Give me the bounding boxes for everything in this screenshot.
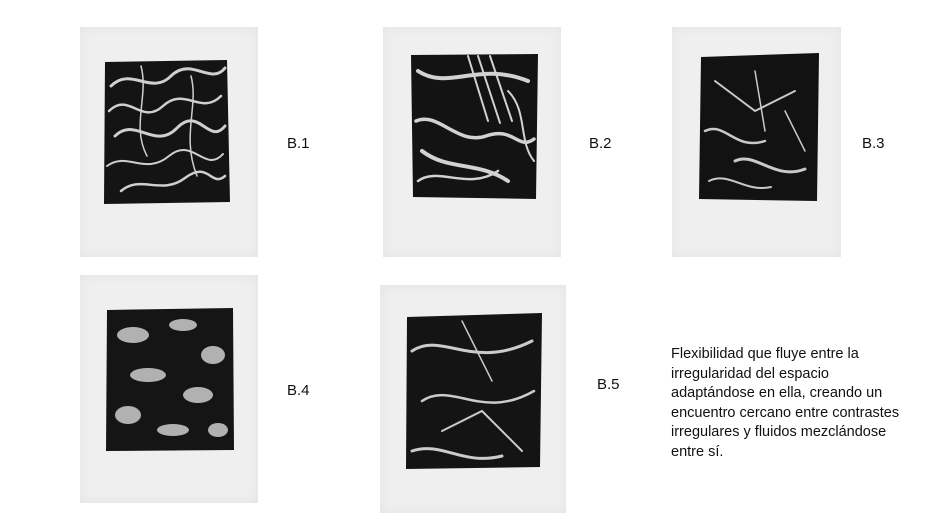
paper-sheet-b3 — [672, 27, 841, 257]
monotype-print-b3 — [699, 53, 819, 201]
paper-sheet-b2 — [383, 27, 561, 257]
plate-label-b3: B.3 — [862, 135, 885, 152]
plate-label-b4: B.4 — [287, 382, 310, 399]
monotype-print-b2 — [411, 54, 538, 199]
monotype-print-b5 — [406, 313, 542, 469]
plate-label-b2: B.2 — [589, 135, 612, 152]
monotype-print-b1 — [104, 60, 230, 204]
description-text: Flexibilidad que fluye entre la irregula… — [671, 346, 900, 460]
plate-label-b5: B.5 — [597, 376, 620, 393]
paper-sheet-b1 — [80, 27, 258, 257]
plate-label-b1: B.1 — [287, 135, 310, 152]
paper-sheet-b4 — [80, 275, 258, 503]
paper-sheet-b5 — [380, 285, 566, 513]
monotype-print-b4 — [106, 308, 234, 451]
